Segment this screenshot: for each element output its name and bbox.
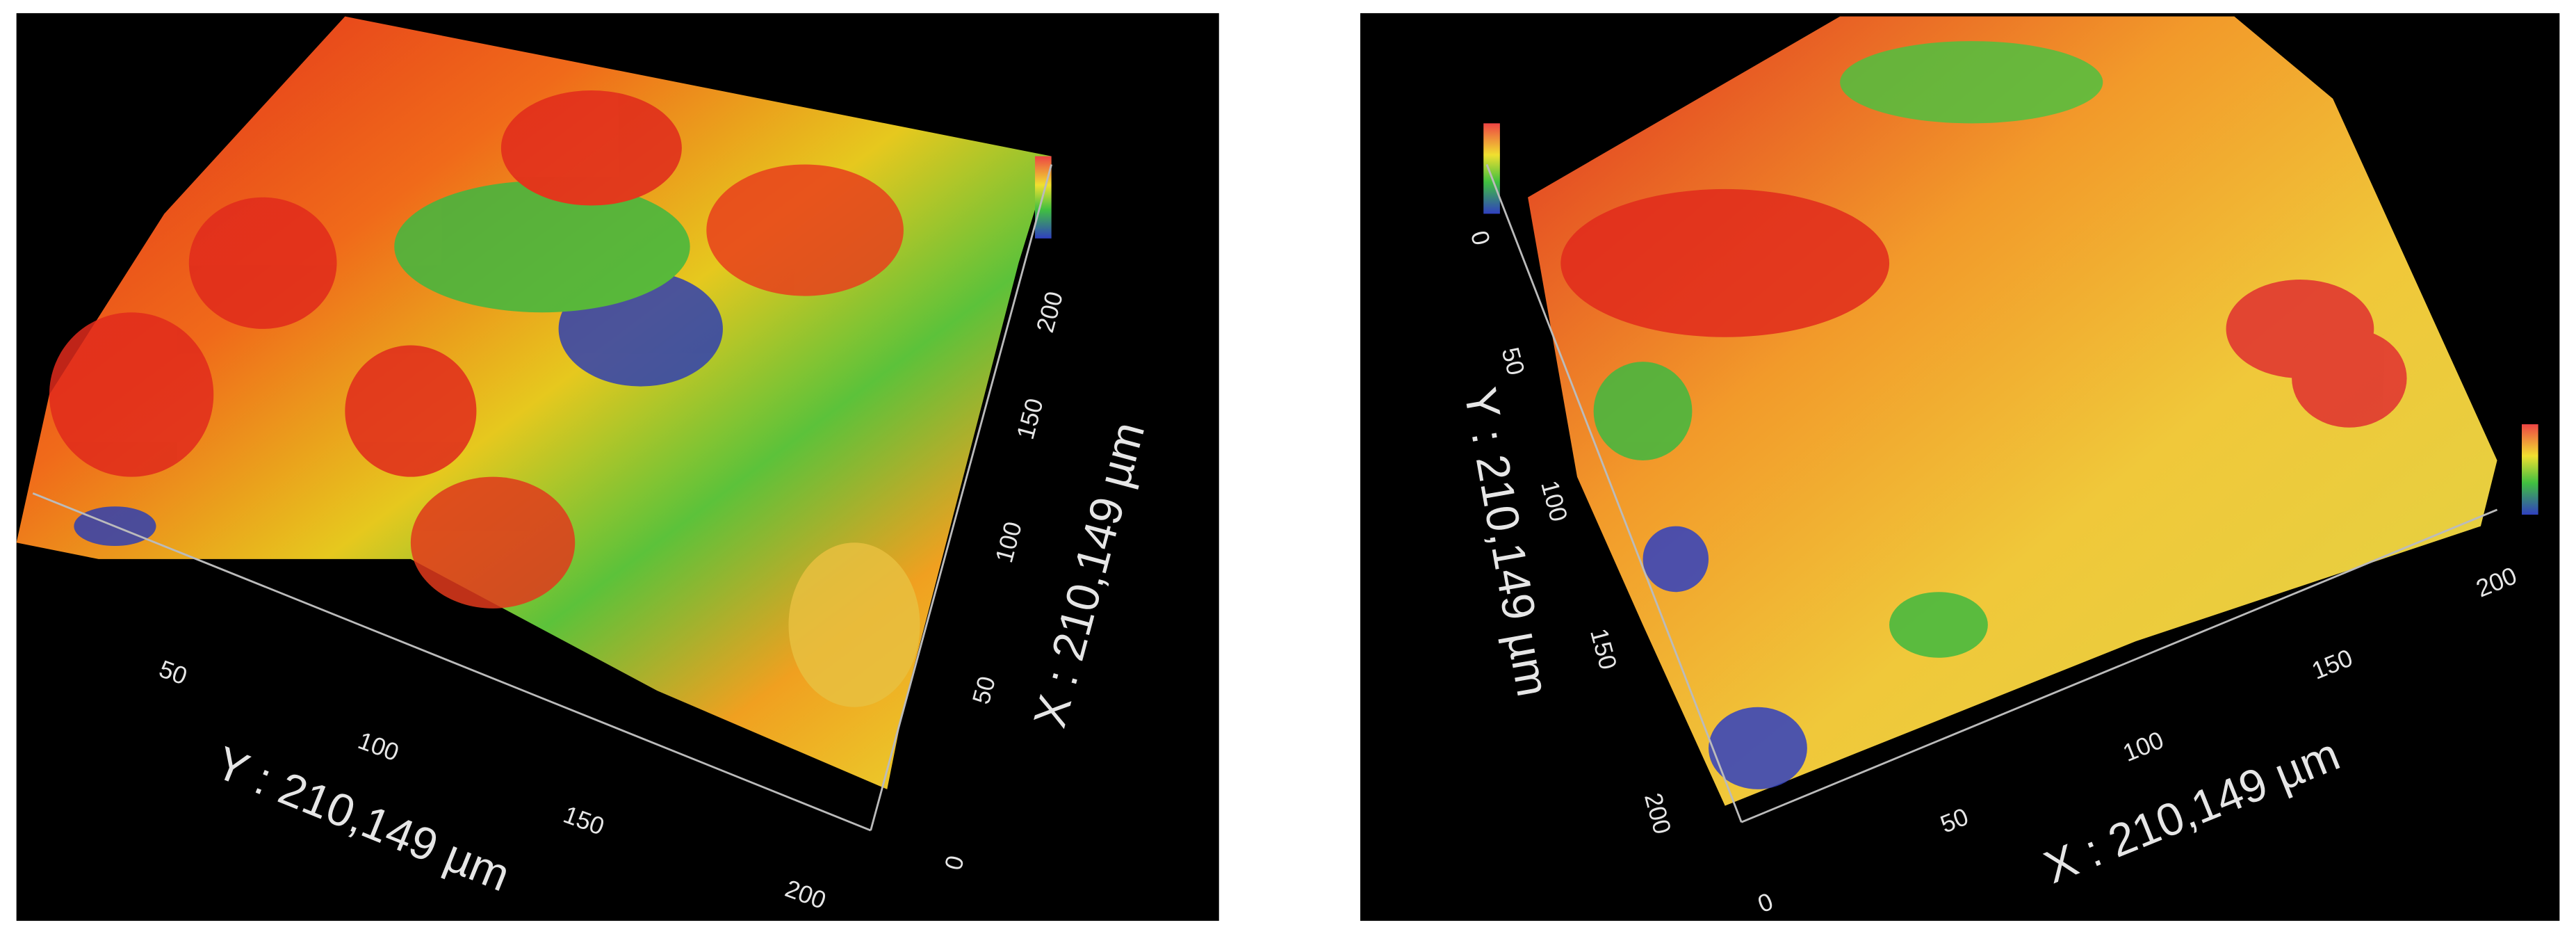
color-scale bbox=[1483, 123, 1500, 214]
x-axis-line bbox=[1741, 508, 2498, 823]
color-scale bbox=[2522, 424, 2538, 515]
surface-detail bbox=[1560, 41, 2407, 789]
surface-detail bbox=[49, 90, 920, 707]
x-axis-line bbox=[870, 164, 1053, 831]
y-axis-line bbox=[32, 492, 872, 832]
y-axis-line bbox=[1485, 163, 1743, 823]
x-tick-label: 50 bbox=[967, 673, 1001, 707]
